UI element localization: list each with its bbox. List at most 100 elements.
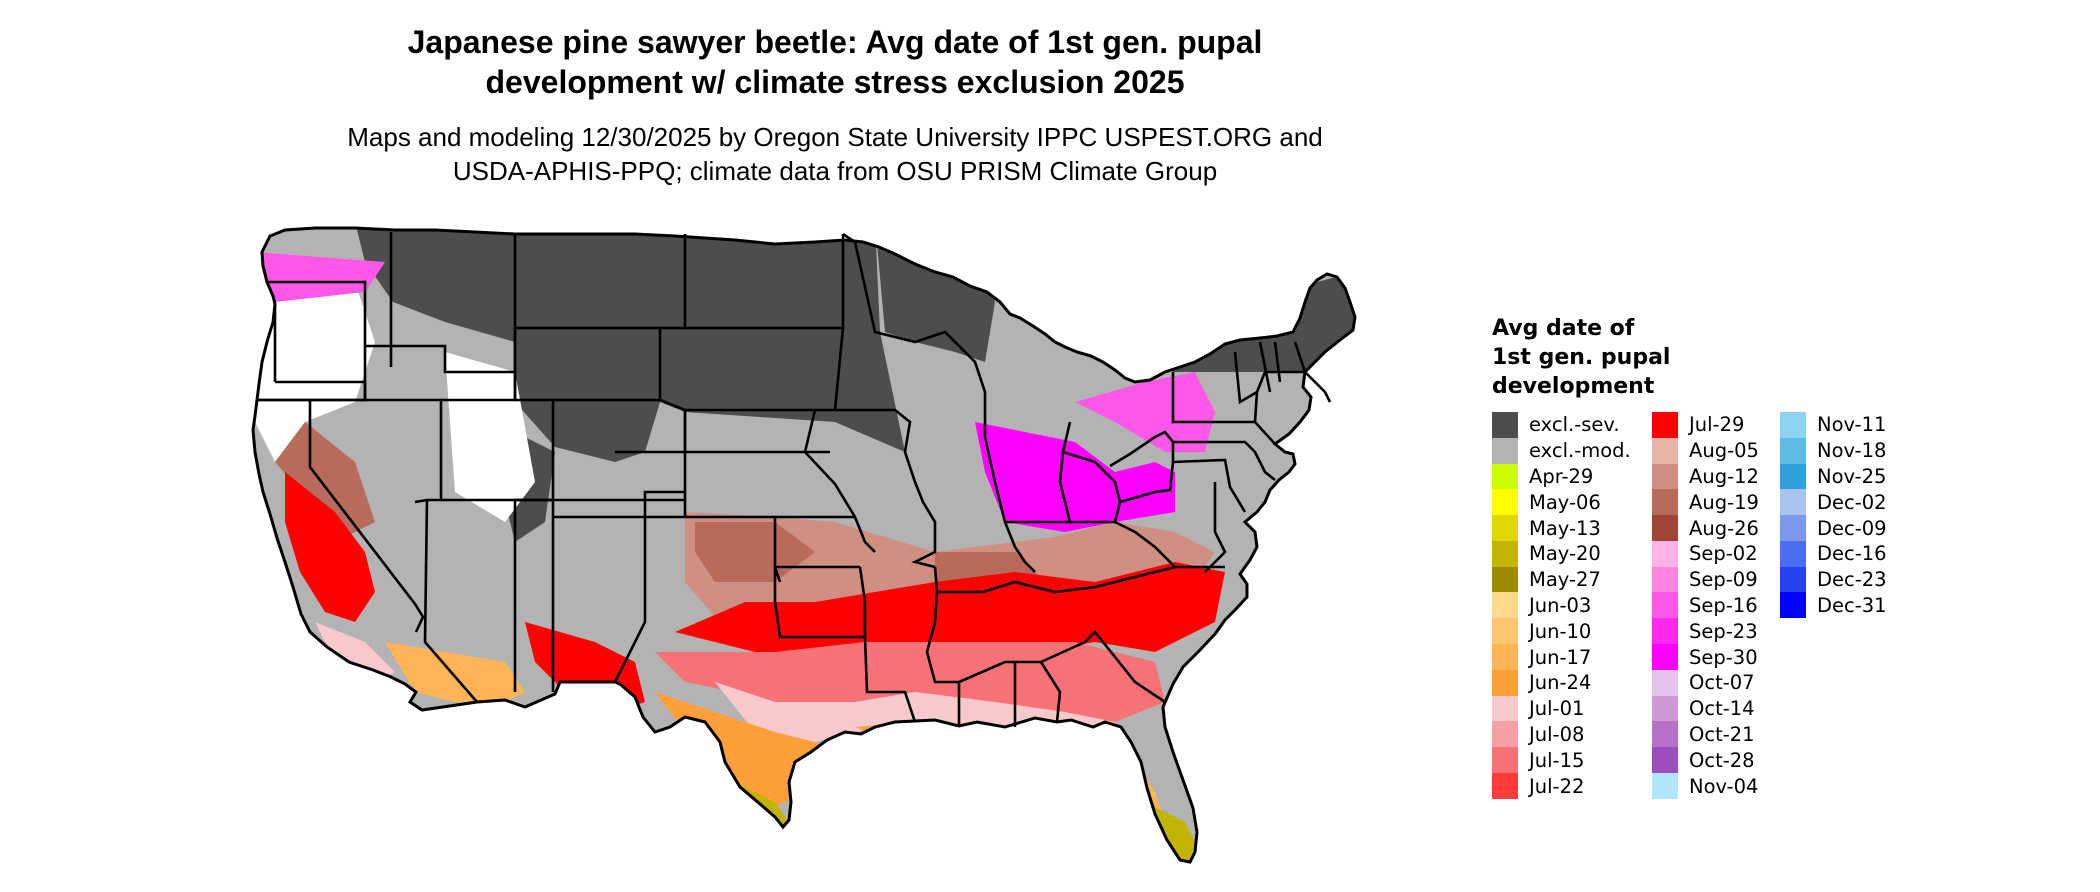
legend-item: Dec-09: [1780, 515, 1887, 542]
legend-label: Dec-23: [1817, 568, 1887, 592]
legend-swatch: [1492, 747, 1518, 774]
legend-swatch: [1492, 489, 1518, 516]
legend-label: Dec-02: [1817, 490, 1887, 514]
legend-item: Jul-01: [1492, 695, 1631, 722]
legend-label: Nov-11: [1817, 413, 1887, 437]
legend-label: May-20: [1529, 542, 1601, 566]
legend-swatch: [1780, 592, 1806, 619]
legend-swatch: [1780, 489, 1806, 516]
legend-swatch: [1652, 515, 1678, 542]
legend-swatch: [1652, 618, 1678, 645]
legend-item: Sep-09: [1652, 566, 1759, 593]
legend-item: May-20: [1492, 540, 1631, 567]
map-title-line-1: Japanese pine sawyer beetle: Avg date of…: [407, 24, 1263, 60]
legend-item: Oct-21: [1652, 721, 1759, 748]
legend-label: May-13: [1529, 516, 1601, 540]
legend-item: Dec-16: [1780, 540, 1887, 567]
legend-swatch: [1652, 437, 1678, 464]
legend-swatch: [1780, 566, 1806, 593]
zone-jun-17: [385, 642, 525, 702]
legend-item: May-06: [1492, 489, 1631, 516]
legend-swatch: [1492, 618, 1518, 645]
legend-item: Aug-19: [1652, 489, 1759, 516]
legend-column-2: Jul-29 Aug-05 Aug-12 Aug-19 Aug-26 Sep-02 Sep-…: [1652, 411, 1759, 800]
legend-label: Jul-22: [1529, 774, 1585, 798]
legend-swatch: [1492, 669, 1518, 696]
state-borders: [257, 232, 1332, 727]
legend-swatch: [1652, 669, 1678, 696]
legend-label: Sep-30: [1689, 645, 1758, 669]
legend-item: Dec-02: [1780, 489, 1887, 516]
legend-item: Jul-29: [1652, 411, 1759, 438]
legend-item: Apr-29: [1492, 463, 1631, 490]
legend-label: Sep-02: [1689, 542, 1758, 566]
legend-label: Jun-24: [1529, 671, 1592, 695]
map-subtitle: Maps and modeling 12/30/2025 by Oregon S…: [235, 120, 1435, 188]
legend-label: Apr-29: [1529, 464, 1594, 488]
legend-label: Sep-09: [1689, 568, 1758, 592]
legend-swatch: [1492, 411, 1518, 438]
legend-swatch: [1652, 540, 1678, 567]
legend-item: Jun-24: [1492, 669, 1631, 696]
legend-swatch: [1652, 773, 1678, 800]
us-map: [215, 222, 1470, 890]
zone-jul-01: [715, 682, 1125, 752]
legend-item: Nov-11: [1780, 411, 1887, 438]
legend-item: Sep-23: [1652, 618, 1759, 645]
legend-swatch: [1492, 463, 1518, 490]
legend-item: Sep-02: [1652, 540, 1759, 567]
legend-label: Oct-21: [1689, 722, 1755, 746]
legend-label: Nov-25: [1817, 464, 1887, 488]
zone-sep-30: [975, 422, 1175, 532]
zone-jul-29: [675, 562, 1225, 652]
legend-item: Nov-04: [1652, 773, 1759, 800]
legend-swatch: [1492, 566, 1518, 593]
zone-sep-16: [1075, 372, 1215, 452]
legend-swatch: [1652, 411, 1678, 438]
legend-label: May-27: [1529, 568, 1601, 592]
legend-item: May-13: [1492, 515, 1631, 542]
legend-column-3: Nov-11 Nov-18 Nov-25 Dec-02 Dec-09 Dec-16 Dec-…: [1780, 411, 1887, 619]
legend-item: Dec-23: [1780, 566, 1887, 593]
legend-label: Dec-16: [1817, 542, 1887, 566]
legend-label: Nov-18: [1817, 439, 1887, 463]
legend-item: Jul-22: [1492, 773, 1631, 800]
legend-item: Aug-26: [1652, 515, 1759, 542]
legend-label: excl.-mod.: [1529, 439, 1631, 463]
zone-jul-29: [285, 472, 375, 622]
legend-item: Jun-17: [1492, 644, 1631, 671]
map-subtitle-line-1: Maps and modeling 12/30/2025 by Oregon S…: [347, 122, 1323, 152]
legend-item: Oct-07: [1652, 669, 1759, 696]
legend-item: Nov-18: [1780, 437, 1887, 464]
zone-excl-sev-: [355, 228, 905, 462]
legend-title: Avg date of 1st gen. pupal development: [1492, 314, 1732, 401]
legend-swatch: [1492, 695, 1518, 722]
zone-jul-01: [315, 622, 395, 682]
legend-label: Aug-26: [1689, 516, 1759, 540]
legend: Avg date of 1st gen. pupal development e…: [1492, 314, 2092, 814]
legend-label: Aug-05: [1689, 439, 1759, 463]
legend-item: excl.-mod.: [1492, 437, 1631, 464]
legend-swatch: [1492, 592, 1518, 619]
legend-swatch: [1492, 437, 1518, 464]
legend-swatch: [1780, 463, 1806, 490]
legend-label: Dec-09: [1817, 516, 1887, 540]
legend-item: Jun-03: [1492, 592, 1631, 619]
map-subtitle-line-2: USDA-APHIS-PPQ; climate data from OSU PR…: [452, 156, 1218, 186]
legend-swatch: [1780, 515, 1806, 542]
legend-item: May-27: [1492, 566, 1631, 593]
legend-label: excl.-sev.: [1529, 413, 1620, 437]
legend-label: Sep-23: [1689, 619, 1758, 643]
legend-title-line-2: 1st gen. pupal: [1492, 345, 1671, 370]
legend-label: Jun-10: [1529, 619, 1592, 643]
legend-swatch: [1780, 411, 1806, 438]
legend-swatch: [1652, 463, 1678, 490]
zone-sep-16: [255, 252, 385, 302]
legend-label: Nov-04: [1689, 774, 1759, 798]
legend-item: Jul-15: [1492, 747, 1631, 774]
legend-swatch: [1492, 721, 1518, 748]
legend-swatch: [1780, 437, 1806, 464]
legend-label: Sep-16: [1689, 593, 1758, 617]
legend-swatch: [1492, 515, 1518, 542]
legend-item: Oct-28: [1652, 747, 1759, 774]
